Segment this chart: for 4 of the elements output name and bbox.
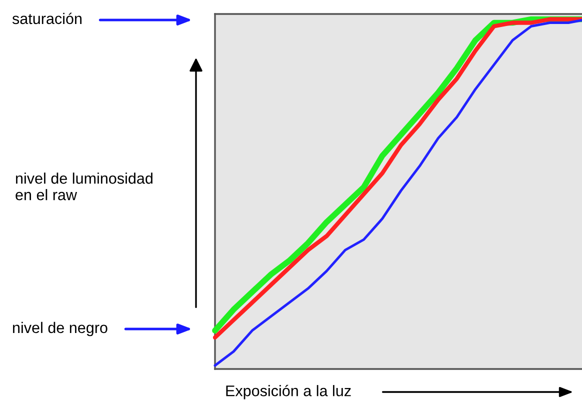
- y-axis-title: nivel de luminosidad en el raw: [16, 172, 152, 200]
- x-axis-title: Exposición a la luz: [226, 384, 351, 400]
- text: saturación: [12, 12, 82, 24]
- text: nivel de negro: [13, 322, 108, 336]
